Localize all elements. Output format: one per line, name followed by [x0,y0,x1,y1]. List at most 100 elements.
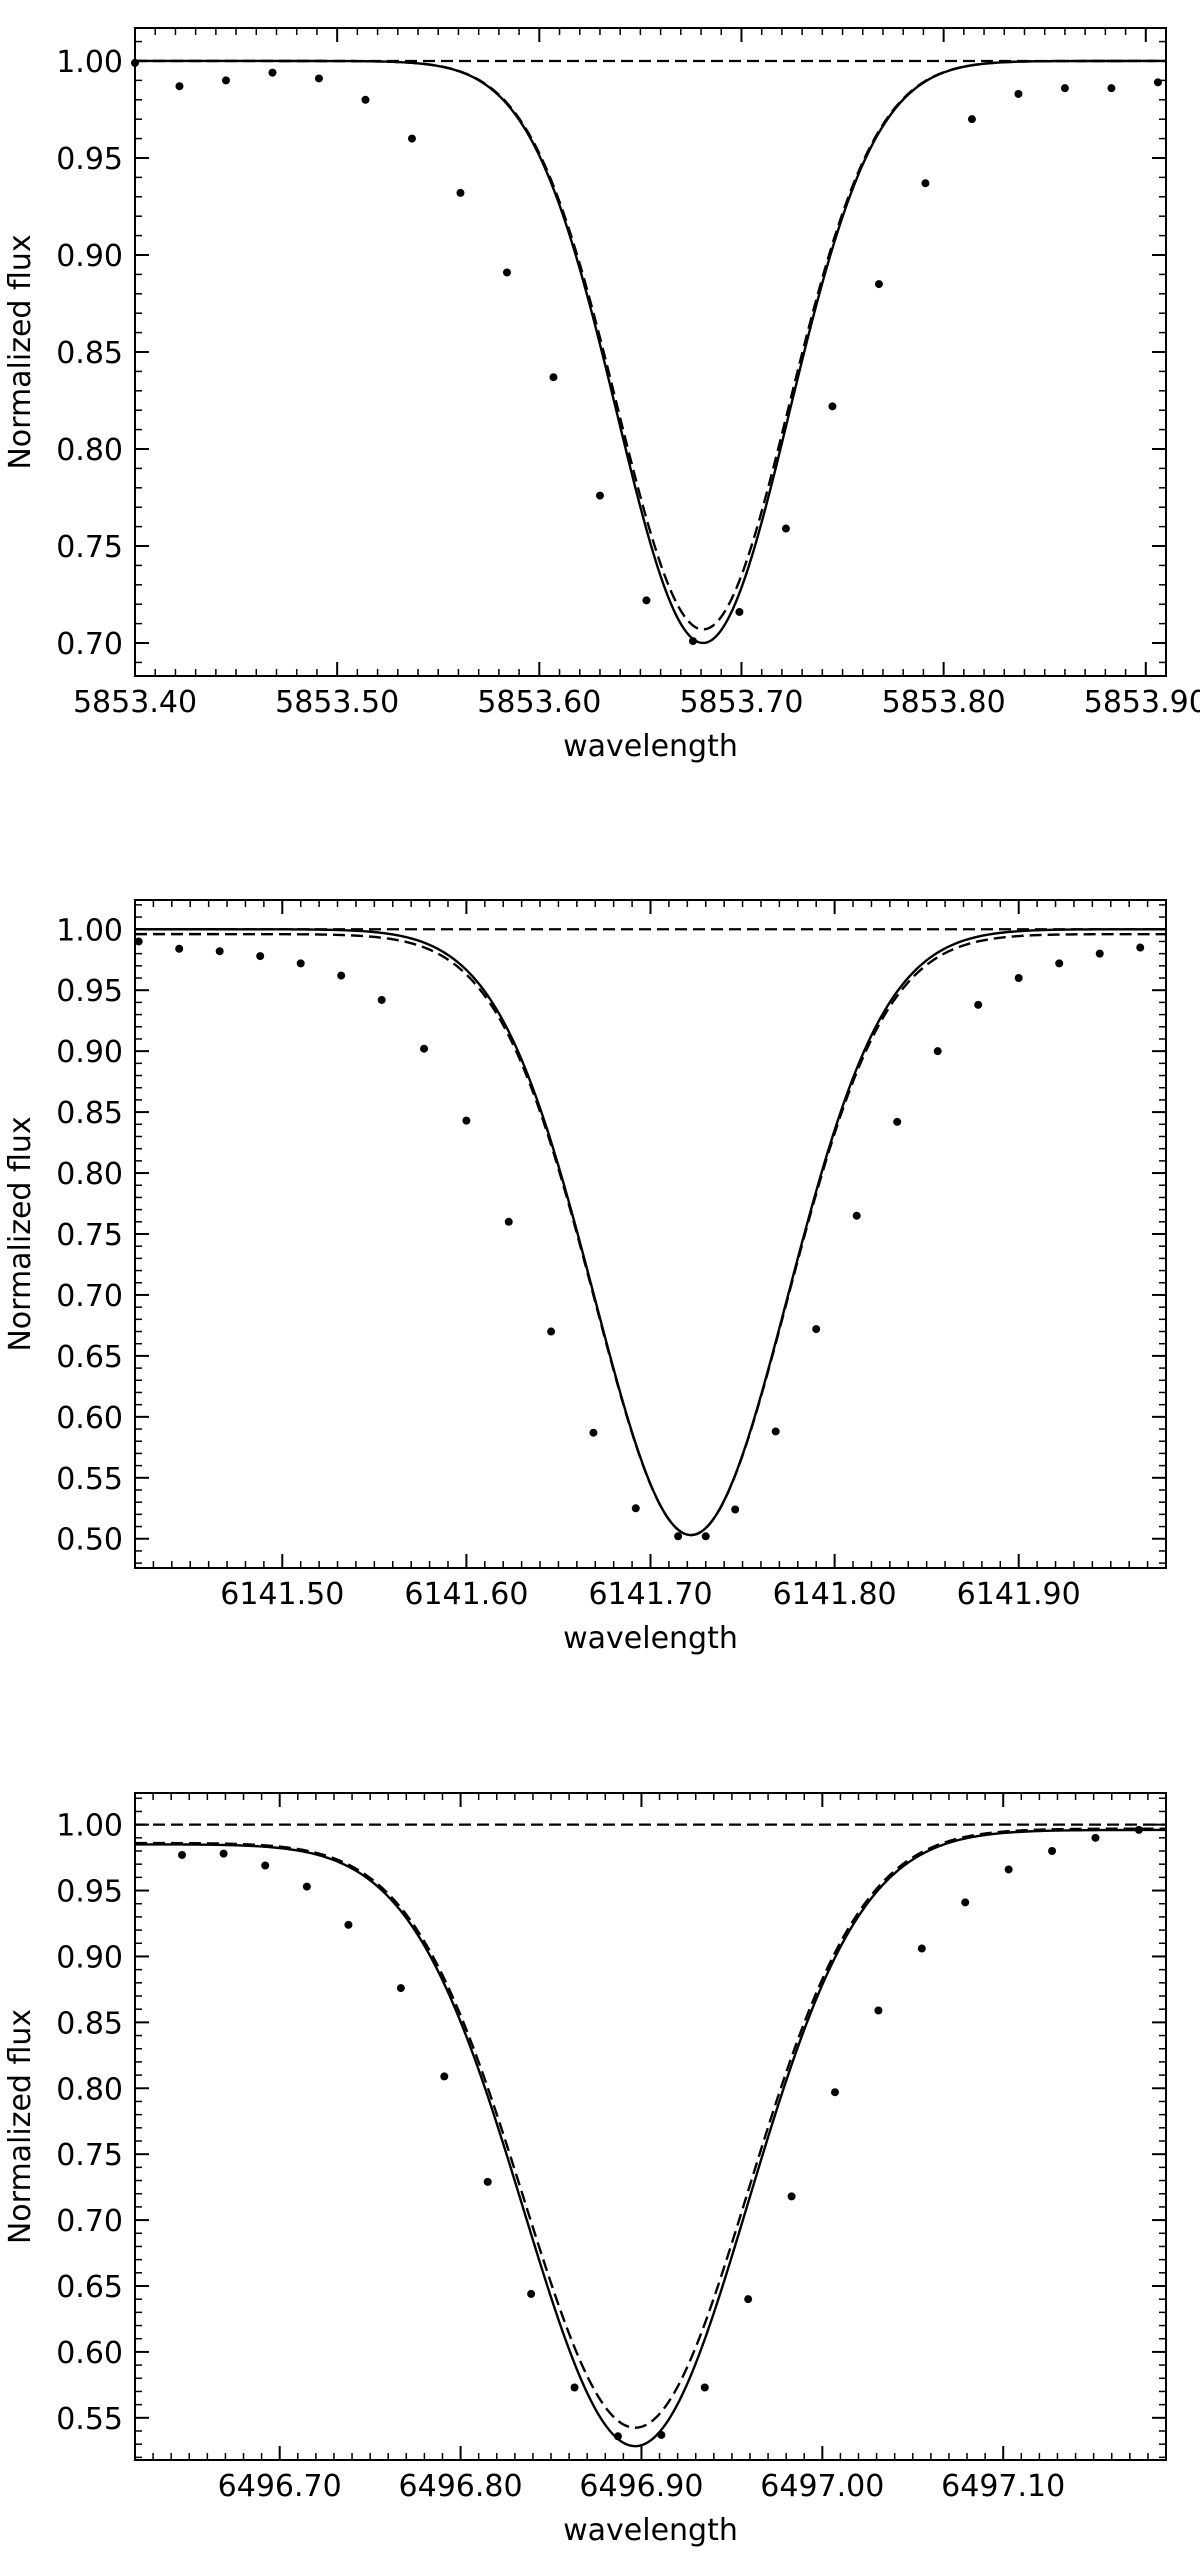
observed-point [1014,974,1023,983]
observed-point [1095,949,1104,958]
observed-point [344,1920,353,1929]
observed-point [221,76,230,85]
observed-point [570,2383,579,2392]
observed-point [781,524,790,533]
axis-ticks [134,28,1167,676]
y-tick-label: 0.60 [56,2336,123,2371]
observed-point [337,971,346,980]
y-tick-label: 0.90 [56,239,123,274]
x-tick-label: 6141.50 [220,1577,344,1612]
observed-points [134,937,1145,1541]
observed-point [361,95,370,104]
x-tick-label: 5853.40 [73,685,197,720]
observed-point [921,179,930,188]
observed-point [589,1428,598,1437]
y-tick-label: 0.85 [56,2006,123,2041]
model-solid-line [135,1828,1166,2448]
y-tick-label: 0.75 [56,1218,123,1253]
spectrum-panel-1: 5853.40 5853.50 5853.60 5853.70 5853.80 5853.… [3,27,1200,764]
y-tick-label: 0.85 [56,1096,123,1131]
spectrum-panel-2: 6141.50 6141.60 6141.70 6141.80 6141.90 0.50… [3,899,1167,1656]
observed-point [642,596,651,605]
observed-point [1060,84,1069,93]
y-axis-label: Normalized flux [3,1116,38,1351]
y-tick-label: 0.65 [56,1340,123,1375]
y-tick-labels: 0.50 0.55 0.60 0.65 0.70 0.75 0.80 0.85 0.90 0.95… [56,913,123,1557]
model-dashed-line [135,59,1166,631]
observed-point [595,491,604,500]
observed-point [744,2295,753,2304]
observed-point [613,2432,622,2441]
y-tick-label: 0.70 [56,627,123,662]
x-tick-label: 6141.80 [773,1577,897,1612]
observed-point [917,1944,926,1953]
x-tick-label: 6141.70 [588,1577,712,1612]
x-axis-label: wavelength [563,729,738,764]
observed-point [688,637,697,646]
axis-ticks [134,1793,1167,2460]
observed-point [175,944,184,953]
x-tick-label: 6496.80 [399,2469,523,2504]
y-tick-label: 0.65 [56,2270,123,2305]
observed-point [1014,89,1023,98]
observed-point [175,82,184,91]
y-tick-label: 0.55 [56,1462,123,1497]
observed-point [700,2383,709,2392]
observed-point [731,1505,740,1514]
model-curves [135,59,1166,645]
observed-point [178,1850,187,1859]
observed-point [674,1532,683,1541]
observed-point [440,2072,449,2081]
x-tick-label: 5853.90 [1084,685,1200,720]
y-tick-label: 0.80 [56,433,123,468]
observed-point [215,947,224,956]
observed-point [314,74,323,83]
axis-ticks [134,900,1167,1568]
observed-point [483,2177,492,2186]
observed-point [657,2430,666,2439]
observed-point [302,1882,311,1891]
x-tick-label: 6496.70 [218,2469,342,2504]
observed-point [1055,959,1064,968]
x-tick-label: 6141.90 [957,1577,1081,1612]
observed-point [527,2289,536,2298]
x-tick-label: 5853.60 [477,685,601,720]
y-tick-label: 0.75 [56,530,123,565]
x-tick-label: 6141.60 [404,1577,528,1612]
observed-point [502,268,511,277]
x-tick-labels: 5853.40 5853.50 5853.60 5853.70 5853.80 5853.… [73,685,1200,720]
observed-point [547,1327,556,1336]
observed-point [933,1047,942,1056]
y-tick-label: 1.00 [56,1809,123,1844]
y-tick-labels: 0.55 0.60 0.65 0.70 0.75 0.80 0.85 0.90 0.95 1.00 [56,1809,123,2437]
observed-point [874,2006,883,2015]
plot-frame [134,1792,1167,2461]
x-tick-label: 5853.70 [679,685,803,720]
y-tick-label: 0.75 [56,2138,123,2173]
observed-point [828,402,837,411]
observed-point [1153,78,1162,87]
observed-point [1136,943,1145,952]
y-tick-label: 1.00 [56,913,123,948]
observed-point [961,1898,970,1907]
y-tick-label: 0.70 [56,1279,123,1314]
observed-points [131,58,1162,646]
observed-point [735,607,744,616]
observed-point [462,1116,471,1125]
y-tick-label: 0.80 [56,2072,123,2107]
y-tick-label: 0.95 [56,142,123,177]
model-dashed-line [135,932,1166,1537]
observed-point [1107,84,1116,93]
y-tick-label: 0.90 [56,1940,123,1975]
observed-point [296,959,305,968]
observed-point [377,995,386,1004]
observed-point [456,188,465,197]
observed-point [893,1117,902,1126]
observed-point [549,373,558,382]
y-tick-label: 0.50 [56,1523,123,1558]
y-axis-label: Normalized flux [3,2009,38,2244]
x-tick-labels: 6141.50 6141.60 6141.70 6141.80 6141.90 [220,1577,1080,1612]
observed-point [261,1861,270,1870]
